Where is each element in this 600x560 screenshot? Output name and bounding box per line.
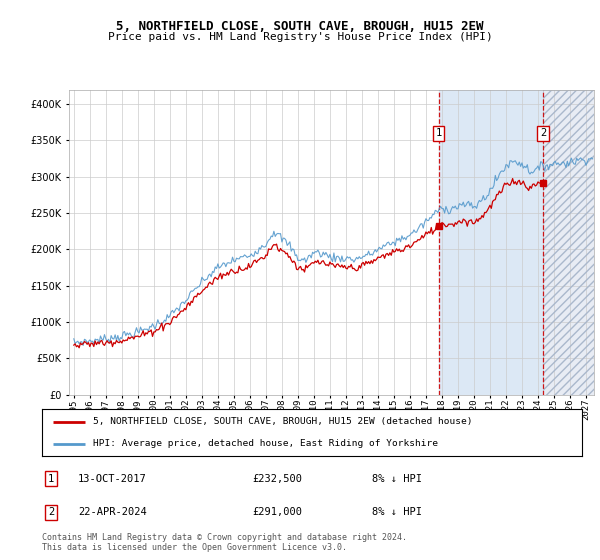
Bar: [439, 90, 543, 395]
Text: 22-APR-2024: 22-APR-2024: [78, 507, 147, 517]
Text: £232,500: £232,500: [252, 474, 302, 484]
Text: 8% ↓ HPI: 8% ↓ HPI: [372, 507, 422, 517]
Text: 5, NORTHFIELD CLOSE, SOUTH CAVE, BROUGH, HU15 2EW: 5, NORTHFIELD CLOSE, SOUTH CAVE, BROUGH,…: [116, 20, 484, 32]
Bar: [543, 90, 600, 395]
Text: 13-OCT-2017: 13-OCT-2017: [78, 474, 147, 484]
Text: 1: 1: [436, 128, 442, 138]
Text: Price paid vs. HM Land Registry's House Price Index (HPI): Price paid vs. HM Land Registry's House …: [107, 32, 493, 42]
Bar: [543, 90, 600, 395]
Text: Contains HM Land Registry data © Crown copyright and database right 2024.: Contains HM Land Registry data © Crown c…: [42, 533, 407, 542]
Text: 5, NORTHFIELD CLOSE, SOUTH CAVE, BROUGH, HU15 2EW (detached house): 5, NORTHFIELD CLOSE, SOUTH CAVE, BROUGH,…: [94, 417, 473, 426]
Text: £291,000: £291,000: [252, 507, 302, 517]
Text: 2: 2: [48, 507, 54, 517]
Text: This data is licensed under the Open Government Licence v3.0.: This data is licensed under the Open Gov…: [42, 543, 347, 552]
Text: 8% ↓ HPI: 8% ↓ HPI: [372, 474, 422, 484]
Text: 1: 1: [48, 474, 54, 484]
Text: 2: 2: [540, 128, 546, 138]
Text: HPI: Average price, detached house, East Riding of Yorkshire: HPI: Average price, detached house, East…: [94, 439, 438, 448]
